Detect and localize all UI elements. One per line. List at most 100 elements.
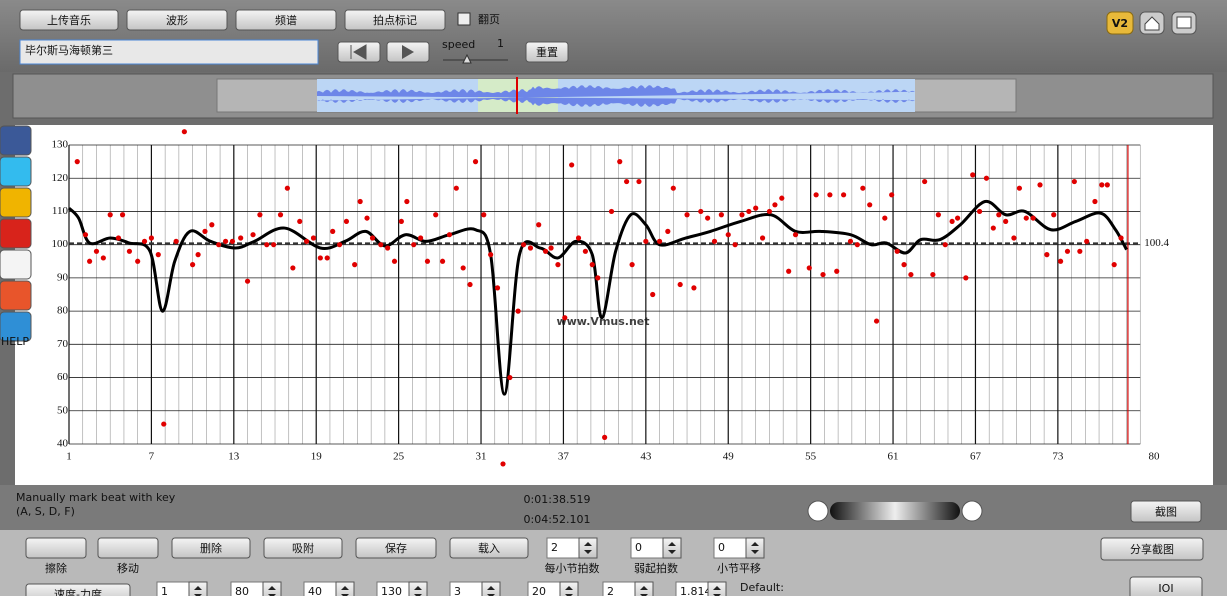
beat-point[interactable] <box>867 202 873 208</box>
beat-point[interactable] <box>216 242 222 248</box>
beat-point[interactable] <box>908 271 914 278</box>
beat-point[interactable] <box>860 185 866 191</box>
share-icon[interactable] <box>0 311 32 342</box>
beat-point[interactable] <box>718 212 724 218</box>
title-input[interactable] <box>19 39 319 65</box>
beat-point[interactable] <box>521 242 527 248</box>
beat-point[interactable] <box>155 252 161 258</box>
beat-point[interactable] <box>297 218 303 225</box>
beat-point[interactable] <box>949 218 955 225</box>
beat-point[interactable] <box>1037 182 1043 188</box>
action-button[interactable] <box>171 537 251 559</box>
beat-point[interactable] <box>357 198 363 205</box>
spinner-arrows[interactable] <box>745 537 765 559</box>
beat-point[interactable] <box>229 238 236 244</box>
beat-point[interactable] <box>665 228 671 234</box>
beat-point[interactable] <box>983 175 990 181</box>
beat-point[interactable] <box>324 255 330 261</box>
beat-point[interactable] <box>602 434 608 440</box>
beat-point[interactable] <box>636 178 642 185</box>
beat-point[interactable] <box>691 285 697 291</box>
beat-point[interactable] <box>161 421 167 427</box>
beat-point[interactable] <box>589 262 595 268</box>
badge[interactable] <box>1106 11 1134 35</box>
beat-point[interactable] <box>582 248 589 254</box>
share-button[interactable] <box>1100 537 1204 561</box>
beat-point[interactable] <box>472 159 479 165</box>
mode-button[interactable] <box>25 583 131 596</box>
beat-point[interactable] <box>141 238 148 244</box>
beat-point[interactable] <box>1023 215 1029 221</box>
beat-point[interactable] <box>481 212 487 218</box>
beat-point[interactable] <box>424 258 431 264</box>
beat-point[interactable] <box>257 212 263 218</box>
tool-button[interactable] <box>97 537 159 559</box>
volume-bar[interactable] <box>830 502 960 520</box>
beat-point[interactable] <box>779 195 785 201</box>
beat-point[interactable] <box>398 218 404 225</box>
spinner-arrows[interactable] <box>662 537 682 559</box>
beat-point[interactable] <box>930 271 936 278</box>
beat-point[interactable] <box>195 252 201 258</box>
beat-point[interactable] <box>711 238 718 244</box>
beat-point[interactable] <box>670 185 676 191</box>
beat-point[interactable] <box>820 271 826 278</box>
beat-point[interactable] <box>854 242 860 248</box>
share-icon[interactable] <box>0 125 32 156</box>
beat-point[interactable] <box>643 238 649 244</box>
beat-point[interactable] <box>650 291 656 298</box>
beat-point[interactable] <box>1030 215 1036 221</box>
beat-point[interactable] <box>515 308 521 314</box>
beat-point[interactable] <box>1104 182 1110 188</box>
beat-point[interactable] <box>772 202 778 208</box>
beat-point[interactable] <box>575 235 582 241</box>
share-icon[interactable] <box>0 249 32 280</box>
beat-point[interactable] <box>507 374 513 381</box>
beat-point[interactable] <box>202 228 208 234</box>
beat-point[interactable] <box>841 192 847 198</box>
beat-point[interactable] <box>190 262 196 268</box>
beat-point[interactable] <box>378 242 384 248</box>
beat-point[interactable] <box>385 245 391 251</box>
action-button[interactable] <box>355 537 437 559</box>
beat-point[interactable] <box>1016 185 1023 191</box>
beat-point[interactable] <box>107 212 113 218</box>
beat-point[interactable] <box>901 262 907 268</box>
beat-point[interactable] <box>617 159 623 165</box>
beat-point[interactable] <box>115 235 122 241</box>
beat-point[interactable] <box>148 235 155 241</box>
beat-point[interactable] <box>467 281 473 288</box>
beat-point[interactable] <box>656 238 663 244</box>
beat-point[interactable] <box>310 235 317 241</box>
beat-point[interactable] <box>433 212 439 218</box>
beat-point[interactable] <box>1099 182 1105 188</box>
beat-point[interactable] <box>93 248 100 254</box>
beat-point[interactable] <box>460 265 466 271</box>
beat-point[interactable] <box>277 212 284 218</box>
beat-point[interactable] <box>1044 252 1050 258</box>
beat-point[interactable] <box>536 222 542 228</box>
reset-button[interactable] <box>525 41 569 63</box>
beat-point[interactable] <box>569 162 575 168</box>
beat-point[interactable] <box>527 245 534 251</box>
beat-point[interactable] <box>725 232 731 238</box>
beat-point[interactable] <box>1003 218 1009 225</box>
share-icon[interactable] <box>0 280 32 311</box>
beat-point[interactable] <box>739 212 745 218</box>
beat-point[interactable] <box>847 238 854 244</box>
beat-point[interactable] <box>411 242 417 248</box>
beat-point[interactable] <box>222 238 229 244</box>
beat-point[interactable] <box>290 265 296 271</box>
beat-point[interactable] <box>955 215 961 221</box>
beat-point[interactable] <box>500 461 506 467</box>
toolbar-button[interactable] <box>235 9 337 31</box>
beat-point[interactable] <box>74 159 80 165</box>
beat-point[interactable] <box>87 258 93 264</box>
beat-point[interactable] <box>1071 178 1077 185</box>
beat-point[interactable] <box>304 238 310 244</box>
tool-button[interactable] <box>25 537 87 559</box>
beat-point[interactable] <box>786 268 792 274</box>
beat-point[interactable] <box>369 235 376 241</box>
beat-point[interactable] <box>976 208 983 215</box>
beat-point[interactable] <box>1084 238 1090 244</box>
